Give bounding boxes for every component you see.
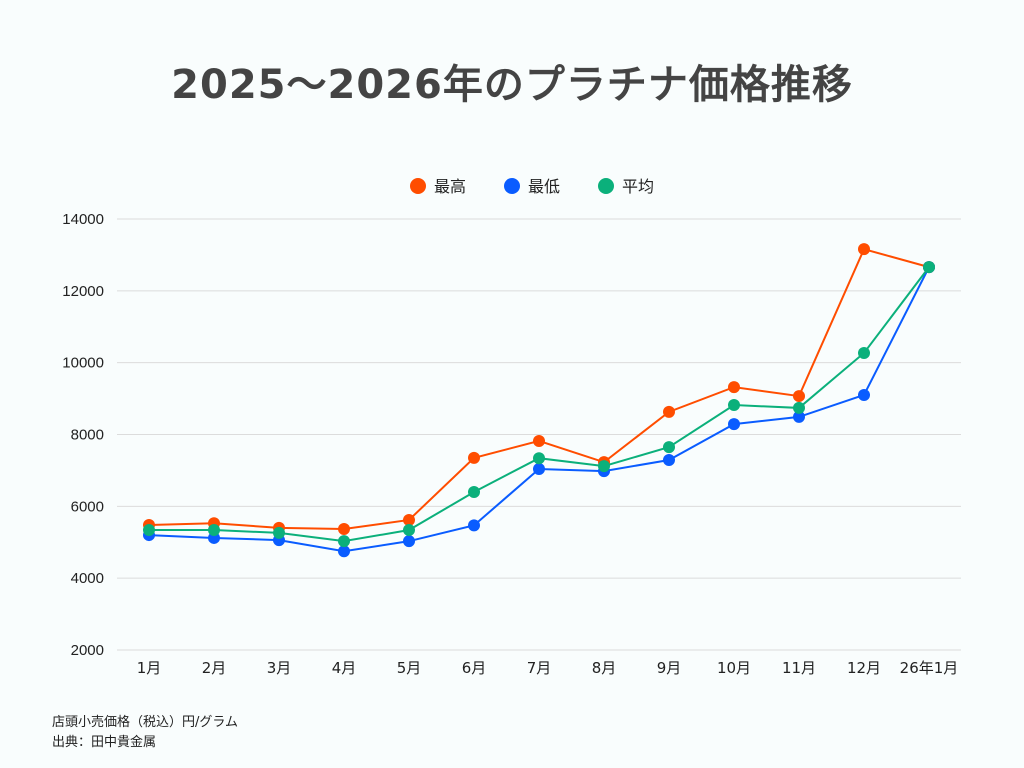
source-note: 出典：田中貴金属: [52, 735, 157, 750]
x-tick-label: 1月: [137, 659, 162, 677]
data-point: [403, 513, 415, 526]
x-tick-label: 10月: [717, 659, 751, 677]
x-tick-label: 11月: [782, 659, 816, 677]
data-point: [728, 399, 740, 412]
series-line: [148, 266, 930, 553]
data-point: [728, 418, 740, 431]
data-point: [533, 452, 545, 465]
data-point: [533, 434, 545, 447]
x-tick-label: 12月: [847, 659, 881, 677]
x-tick-label: 4月: [332, 659, 357, 677]
x-tick-label: 7月: [527, 659, 552, 677]
legend-label: 最高: [434, 177, 466, 196]
y-tick-label: 6000: [71, 498, 104, 515]
data-point: [338, 535, 350, 548]
y-tick-label: 2000: [71, 642, 104, 659]
data-point: [858, 243, 870, 256]
x-tick-label: 6月: [462, 659, 487, 677]
y-tick-label: 12000: [62, 283, 104, 300]
data-point: [598, 460, 610, 473]
data-point: [143, 524, 155, 537]
data-point: [208, 524, 220, 537]
data-point: [468, 519, 480, 532]
data-point: [793, 410, 805, 423]
data-point: [663, 441, 675, 454]
legend-label: 最低: [528, 177, 560, 196]
data-point: [923, 261, 935, 274]
data-point: [403, 524, 415, 537]
y-tick-label: 10000: [62, 355, 104, 372]
data-point: [403, 535, 415, 548]
data-point: [468, 485, 480, 498]
legend-label: 平均: [622, 177, 654, 196]
x-tick-label: 9月: [657, 659, 682, 677]
legend-marker: [598, 178, 614, 194]
x-tick-label: 2月: [202, 659, 227, 677]
data-point: [858, 388, 870, 401]
data-point: [533, 462, 545, 475]
x-tick-label: 3月: [267, 659, 292, 677]
data-point: [663, 454, 675, 467]
legend-marker: [410, 178, 426, 194]
y-tick-label: 4000: [71, 570, 104, 587]
data-point: [858, 346, 870, 359]
chart-title: 2025〜2026年のプラチナ価格推移: [171, 62, 853, 108]
data-point: [468, 451, 480, 464]
x-tick-label: 5月: [397, 659, 422, 677]
legend-marker: [504, 178, 520, 194]
unit-note: 店頭小売価格（税込）円/グラム: [52, 715, 238, 730]
data-point: [793, 390, 805, 403]
data-point: [663, 405, 675, 418]
y-tick-label: 14000: [62, 211, 104, 228]
x-tick-label: 26年1月: [900, 659, 959, 677]
data-point: [273, 526, 285, 539]
data-point: [338, 545, 350, 558]
x-tick-label: 8月: [592, 659, 617, 677]
data-point: [793, 401, 805, 414]
data-point: [728, 381, 740, 394]
y-tick-label: 8000: [71, 427, 104, 444]
series-line: [149, 266, 930, 543]
data-point: [338, 522, 350, 535]
